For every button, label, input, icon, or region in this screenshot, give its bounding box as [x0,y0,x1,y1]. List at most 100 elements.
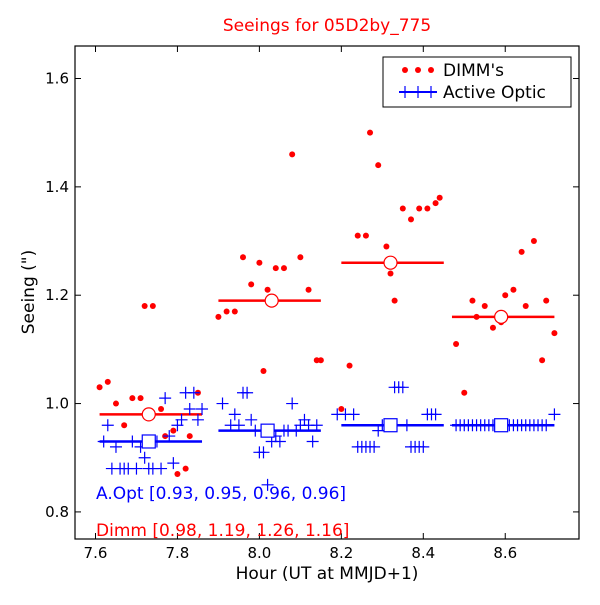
active-optic-point [163,430,176,443]
dimm-point [362,232,369,239]
legend-marker-dimm [402,67,408,73]
legend: DIMM's Active Optic [382,56,572,108]
active-optic-point [273,435,286,448]
dimm-point [96,384,103,391]
dimm-point [551,330,558,337]
legend-marker-dimm [428,67,434,73]
legend-marker-active-optic [399,86,411,98]
dimm-mean-marker [494,309,509,324]
dimm-point [539,357,546,364]
dimm-point [408,216,414,223]
active-optic-point [130,462,143,475]
active-optic-point [126,435,139,448]
dimm-point [453,340,460,347]
active-optic-point [540,419,553,432]
x-tick-label: 8.0 [247,544,271,562]
x-tick-label: 7.6 [84,544,108,562]
dimm-point [182,465,189,472]
x-tick-label: 8.6 [493,544,517,562]
active-optic-point [548,408,561,421]
y-tick-label: 1.6 [45,70,69,88]
active-optic-point [400,419,413,432]
dimm-point [264,286,271,293]
active-optic-point [310,419,323,432]
dimm-point [367,129,374,136]
dimm-point [375,162,382,169]
dimm-point [346,362,353,369]
y-tick-label: 1.4 [45,178,69,196]
dimm-point [256,259,263,266]
dimm-point [174,470,181,477]
dimm-point [170,427,177,434]
active-optic-point [241,386,254,399]
dimm-point [383,243,390,250]
active-optic-mean-marker [383,418,398,433]
dimm-point [137,395,144,402]
active-optic-point [109,440,122,453]
x-axis-label: Hour (UT at MMJD+1) [236,564,419,584]
active-optic-point [228,408,241,421]
active-optic-mean-marker [141,434,156,449]
dimm-point [104,378,111,385]
dimm-point [473,313,480,320]
active-optic-point [155,462,168,475]
x-tick-label: 7.8 [166,544,190,562]
dimm-mean-marker [383,255,398,270]
dimm-point [338,405,345,412]
x-tick-label: 8.2 [329,544,353,562]
active-optic-point [417,440,430,453]
x-tick-label: 8.4 [411,544,435,562]
active-optic-point [368,440,381,453]
legend-box [382,56,572,108]
active-optic-point [175,413,188,426]
dimm-point [461,389,468,396]
y-tick-label: 1.2 [45,286,69,304]
dimm-point [432,200,439,207]
dimm-point [297,254,304,261]
dimm-point [530,238,537,245]
dimm-point [317,357,324,364]
dimm-mean-marker [141,407,156,422]
active-optic-point [167,457,180,470]
axis-ticks: 7.6 7.8 8.0 8.2 8.4 8.6 0.8 1.0 1.2 1.4 1.6 [45,46,579,562]
legend-label-dimm: DIMM's [443,61,504,81]
dimm-point [141,303,148,310]
dimm-point [305,286,312,293]
dimm-point [240,254,246,261]
active-optic-mean-marker [494,418,509,433]
chart-title: Seeings for 05D2by_775 [223,16,431,36]
dimm-point [502,292,509,299]
dimm-point [223,308,230,315]
dimm-point [186,433,193,440]
dimm-point [248,281,255,288]
dimm-point [481,303,488,310]
dimm-point [121,422,128,429]
dimm-point [129,395,136,402]
dimm-mean-marker [264,293,279,308]
y-axis-label: Seeing (") [19,250,39,335]
dimm-point [399,205,406,212]
dimm-point [272,265,279,272]
dimm-point [522,303,529,310]
active-optic-point [261,478,274,491]
plot-frame [74,45,580,540]
dimm-point [391,297,398,304]
dimm-point [416,205,423,212]
active-optic-point [159,392,172,405]
active-optic-point [191,413,204,426]
dimm-point [260,368,267,375]
active-optic-point [249,424,262,437]
legend-marker-active-optic [425,86,437,98]
dimm-point [424,205,431,212]
dimm-point [215,313,222,320]
data-points [96,129,561,491]
active-optic-point [216,397,229,410]
dimm-point [158,405,165,412]
active-optic-point [187,386,200,399]
active-optic-point [196,402,209,415]
active-optic-point [245,413,258,426]
dimm-point [112,400,119,407]
active-optic-point [101,419,114,432]
dimm-point [149,303,156,310]
